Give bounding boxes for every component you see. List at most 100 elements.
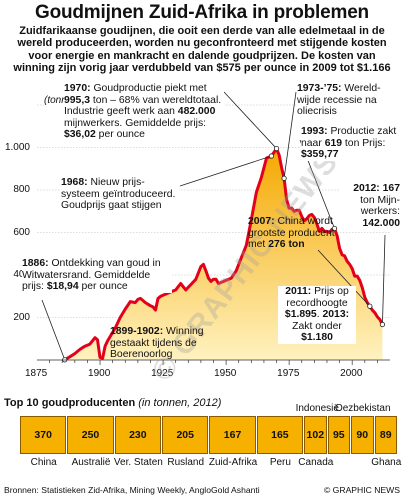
y-tick-label: 1.000: [4, 141, 30, 153]
y-tick-label: 600: [13, 226, 30, 238]
intro-line: Zuidfarikaanse goudijnen, die ooit een d…: [19, 25, 385, 37]
top10-subtitle: (in tonnen, 2012): [138, 397, 222, 409]
note-2007: 2007: China wordt grootste producent met…: [248, 216, 352, 251]
note-year: 2007:: [248, 216, 275, 227]
note-text: per ounce: [95, 129, 145, 141]
note-year: 2012:: [353, 183, 380, 194]
note-value: 142.000: [362, 217, 400, 229]
leader-line: [223, 91, 277, 149]
note-text: mijnwerkers. Gemiddelde prijs:: [64, 117, 207, 129]
leader-line: [41, 299, 66, 360]
x-tick-label: 1950: [214, 368, 237, 379]
note-text: Ontdekking van goud in Witwatersrand. Ge…: [22, 258, 161, 293]
leader-line: [283, 91, 297, 179]
production-line: [63, 147, 384, 362]
note-year: 1899-1902:: [110, 326, 164, 337]
y-tick-label: 400: [0, 269, 30, 280]
note-year: 1886:: [22, 258, 49, 269]
top10-title: Top 10 goudproducenten: [4, 397, 136, 409]
leader-marker: [268, 153, 275, 159]
note-text: Wereld-wijde recessie na oliecrisis: [297, 83, 381, 118]
page-title: Goudmijnen Zuid-Afrika in problemen: [35, 2, 369, 23]
leader-marker: [367, 303, 373, 309]
producer-value: 370: [20, 416, 67, 454]
note-2012: 2012: 167 ton Mijn-werkers: 142.000: [340, 183, 400, 230]
note-text: ton – 68% van wereldtotaal. Industrie ge…: [64, 94, 222, 118]
note-1886: 1886: Ontdekking van goud in Witwatersra…: [22, 258, 172, 293]
note-1973: 1973-’75: Wereld-wijde recessie na oliec…: [297, 83, 397, 118]
y-tick-label: 200: [13, 311, 30, 323]
note-text: China wordt grootste producent met: [248, 216, 335, 251]
producer-name: Peru: [269, 457, 291, 468]
note-text: Productie zakt naar: [301, 126, 397, 149]
producer-value: 89: [374, 416, 397, 454]
top10-heading: Top 10 goudproducenten (in tonnen, 2012): [4, 397, 221, 409]
y-axis-label: (tonnen): [44, 95, 82, 106]
note-value: $1.895: [284, 309, 317, 321]
producer-name: Canada: [298, 457, 334, 468]
leader-line: [382, 234, 386, 325]
x-tick-label: 2000: [340, 368, 363, 379]
note-1899: 1899-1902: Winning gestaakt tijdens de B…: [110, 326, 225, 361]
producer-value: 95: [327, 416, 351, 454]
producer-value: 230: [114, 416, 162, 454]
note-year: 1970:: [64, 83, 91, 94]
producer-value: 102: [304, 416, 327, 454]
leader-line: [179, 155, 272, 187]
note-value: 167: [382, 183, 400, 194]
note-2011: 2011: Prijs op recordhoogte $1.895. 2013…: [278, 286, 356, 344]
source-text: Bronnen: Statistieken Zid-Afrika, Mining…: [4, 485, 260, 495]
note-text: Zakt onder: [292, 320, 342, 332]
producer-name: Oezbekistan: [334, 403, 391, 414]
note-text: Goudproductie piekt met: [90, 83, 207, 94]
note-value: $359,77: [301, 149, 339, 161]
intro-text: Zuidfarikaanse goudijnen, die ooit een d…: [4, 25, 400, 75]
intro-line: wereld produceerden, worden nu geconfron…: [17, 37, 387, 50]
note-text: ton Mijn-werkers:: [360, 194, 400, 218]
note-value: 276 ton: [268, 239, 305, 251]
note-value: 995,3: [64, 94, 91, 106]
producer-value: 205: [162, 416, 209, 454]
leader-marker: [273, 145, 280, 152]
note-value: $36,02: [64, 129, 96, 141]
producer-value: 250: [67, 416, 114, 454]
note-value: 482.000: [177, 106, 216, 118]
leader-line: [317, 249, 371, 307]
producer-name: Rusland: [167, 457, 205, 468]
producer-name: Zuid-Afrika: [208, 457, 258, 468]
producer-name: Australië: [71, 457, 111, 468]
intro-line: voor energie en mankracht en dalende gou…: [28, 49, 376, 62]
producer-value: 90: [351, 416, 374, 454]
note-year: 2011:: [285, 286, 312, 297]
note-1993: 1993: Productie zakt naar 619 ton Prijs:…: [301, 126, 399, 161]
note-text: Nieuw prijs-systeem geïntroduceerd. Goud…: [61, 177, 176, 212]
note-year: 1968:: [61, 177, 88, 188]
x-tick-label: 1975: [277, 368, 300, 379]
producer-value: 167: [209, 416, 256, 454]
note-year: 1993:: [301, 126, 328, 137]
note-year: 2013:: [322, 309, 350, 321]
note-text: .: [316, 309, 323, 321]
producer-name: China: [30, 457, 57, 468]
note-year: 1973-’75:: [297, 83, 342, 94]
note-1968: 1968: Nieuw prijs-systeem geïntroduceerd…: [61, 177, 179, 212]
producer-name: Ver. Staten: [113, 457, 163, 468]
producer-value: 165: [256, 416, 304, 454]
x-tick-label: 1925: [151, 368, 174, 379]
producer-name: Ghana: [371, 457, 402, 468]
note-text: Winning gestaakt tijdens de Boerenoorlog: [110, 326, 204, 361]
leader-marker: [281, 175, 287, 181]
note-value: $18,94: [46, 281, 79, 293]
note-text: ton Prijs:: [342, 137, 386, 149]
x-tick-label: 1875: [25, 368, 48, 379]
note-value: $1.180: [301, 332, 333, 344]
note-1970: 1970: Goudproductie piekt met 995,3 ton …: [64, 83, 224, 141]
credit-text: © GRAPHIC NEWS: [323, 485, 400, 495]
y-tick-label: 800: [13, 184, 30, 195]
leader-marker: [379, 321, 386, 328]
note-value: 619: [324, 137, 343, 149]
note-text: Prijs op recordhoogte: [286, 286, 349, 309]
leader-marker: [331, 225, 338, 232]
x-tick-label: 1900: [88, 368, 111, 379]
